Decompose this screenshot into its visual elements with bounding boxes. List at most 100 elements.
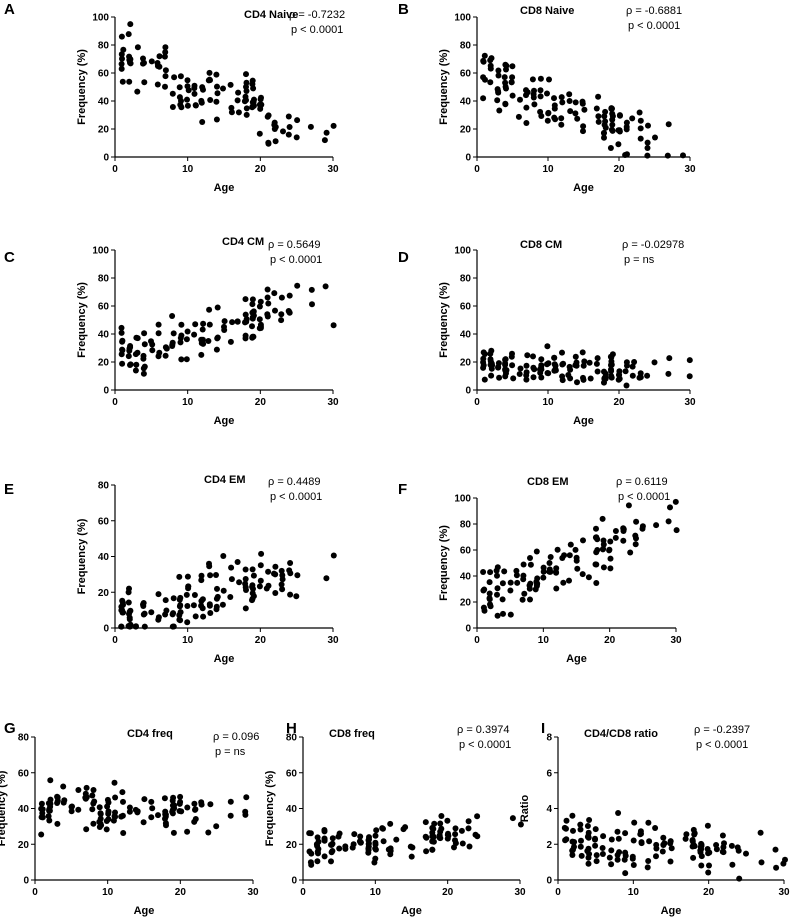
panel-g: G 0 20 40 60 80 0 10 20 30 Age Frequency (%) CD4 fre… bbox=[0, 720, 259, 917]
x-tick-label: 20 bbox=[255, 397, 267, 408]
data-point bbox=[242, 580, 249, 587]
y-tick-label: 20 bbox=[460, 598, 472, 609]
data-point bbox=[169, 611, 176, 618]
data-point bbox=[256, 583, 263, 590]
x-tick-label: 20 bbox=[703, 887, 715, 898]
data-point bbox=[45, 813, 52, 820]
data-point bbox=[587, 375, 594, 382]
data-point bbox=[257, 562, 264, 569]
data-point bbox=[480, 364, 487, 371]
data-point bbox=[177, 609, 184, 616]
data-point bbox=[509, 74, 516, 81]
data-point bbox=[148, 798, 155, 805]
data-point bbox=[538, 356, 545, 363]
data-point bbox=[585, 860, 592, 867]
data-point bbox=[243, 111, 250, 118]
data-point bbox=[141, 363, 148, 370]
data-point bbox=[103, 826, 110, 833]
data-point bbox=[119, 346, 126, 353]
data-point bbox=[287, 570, 294, 577]
data-point bbox=[234, 318, 241, 325]
data-point bbox=[581, 106, 588, 113]
data-point bbox=[227, 338, 234, 345]
data-point bbox=[315, 850, 321, 857]
data-point bbox=[199, 326, 206, 333]
data-point bbox=[126, 804, 133, 811]
data-point bbox=[546, 76, 552, 83]
data-point bbox=[372, 846, 379, 853]
data-point bbox=[537, 87, 544, 94]
data-point bbox=[141, 796, 148, 803]
data-point bbox=[665, 370, 672, 377]
y-tick-label: 100 bbox=[454, 246, 471, 257]
data-point bbox=[140, 355, 147, 362]
data-point bbox=[126, 78, 133, 85]
data-point bbox=[516, 371, 523, 377]
data-point bbox=[140, 60, 146, 67]
data-point bbox=[560, 579, 567, 586]
x-tick-label: 30 bbox=[247, 887, 259, 898]
data-point bbox=[75, 787, 82, 793]
data-point bbox=[307, 859, 314, 866]
y-tick-label: 60 bbox=[286, 768, 298, 779]
y-tick-label: 100 bbox=[454, 13, 471, 24]
data-point bbox=[287, 591, 294, 598]
data-point bbox=[713, 846, 720, 853]
data-point bbox=[567, 541, 574, 548]
data-point bbox=[256, 303, 263, 310]
data-point bbox=[580, 537, 586, 544]
data-point bbox=[185, 583, 192, 590]
x-tick-label: 0 bbox=[474, 164, 480, 175]
data-point bbox=[170, 794, 177, 801]
data-point bbox=[538, 366, 545, 373]
data-point bbox=[243, 587, 249, 593]
panel-d: D 0 20 40 60 80 100 0 10 20 30 Age Frequency (%) CD8 … bbox=[398, 239, 696, 427]
p-value-annotation: p = ns bbox=[624, 254, 655, 266]
data-point bbox=[47, 777, 54, 784]
chart-title: CD8 freq bbox=[329, 728, 375, 740]
data-point bbox=[120, 46, 127, 53]
y-tick-label: 0 bbox=[103, 153, 109, 164]
data-point bbox=[586, 359, 593, 366]
data-point bbox=[149, 805, 156, 812]
data-point bbox=[501, 568, 508, 575]
data-point bbox=[177, 335, 184, 341]
data-point bbox=[207, 572, 214, 579]
y-tick-label: 60 bbox=[98, 69, 110, 80]
data-point bbox=[205, 829, 212, 836]
data-point bbox=[96, 804, 103, 811]
data-point bbox=[229, 319, 236, 326]
data-point bbox=[271, 290, 278, 297]
data-point bbox=[422, 819, 429, 826]
data-point bbox=[272, 563, 279, 570]
data-point bbox=[580, 123, 587, 130]
x-tick-label: 30 bbox=[327, 164, 339, 175]
data-point bbox=[264, 294, 271, 301]
data-point bbox=[502, 100, 509, 107]
data-point bbox=[213, 823, 220, 830]
data-point bbox=[609, 121, 616, 128]
data-point bbox=[551, 105, 558, 112]
data-point bbox=[527, 596, 533, 603]
data-point bbox=[496, 374, 503, 381]
p-value-annotation: p < 0.0001 bbox=[291, 24, 343, 36]
data-point bbox=[118, 65, 125, 72]
data-point bbox=[667, 838, 674, 845]
data-point bbox=[177, 617, 184, 624]
data-point bbox=[614, 828, 621, 835]
data-point bbox=[112, 809, 118, 816]
data-point bbox=[236, 579, 243, 586]
data-point bbox=[250, 572, 257, 579]
data-point bbox=[228, 576, 235, 583]
data-point bbox=[286, 292, 293, 299]
data-point bbox=[517, 821, 524, 828]
data-point bbox=[532, 586, 539, 593]
data-point bbox=[481, 52, 488, 59]
data-point bbox=[758, 859, 765, 866]
data-point bbox=[198, 97, 205, 104]
data-point bbox=[250, 309, 257, 316]
data-point bbox=[558, 115, 565, 122]
data-point bbox=[607, 555, 614, 562]
data-point bbox=[612, 534, 619, 541]
data-point bbox=[579, 349, 586, 356]
